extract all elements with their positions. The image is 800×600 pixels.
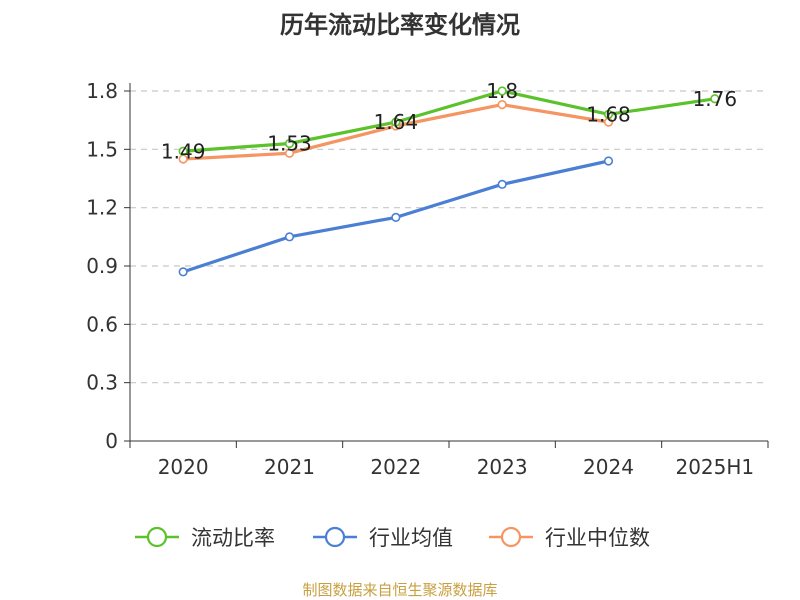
y-tick-label: 0.9 [86,254,118,278]
legend-label: 行业均值 [369,526,453,550]
x-tick-label: 2020 [158,455,209,479]
x-tick-label: 2021 [264,455,315,479]
data-label: 1.76 [693,87,738,111]
grid-lines [130,90,768,384]
data-point [497,100,507,110]
x-tick-label: 2023 [477,455,528,479]
legend-marker [500,526,522,548]
data-point [178,267,188,277]
data-label: 1.8 [486,79,518,103]
data-label: 1.68 [586,102,631,126]
data-point [391,212,401,222]
y-tick-label: 1.2 [86,196,118,220]
axes [124,83,769,448]
legend-label: 流动比率 [191,526,275,550]
data-label: 1.64 [374,110,419,134]
y-tick-label: 0.3 [86,371,118,395]
data-label: 1.53 [267,132,312,156]
data-point [178,146,188,156]
series-lines [182,89,716,274]
series-points [178,86,720,277]
series-line-0 [183,89,716,153]
x-tick-label: 2025H1 [675,455,754,479]
legend-label: 行业中位数 [545,526,650,550]
data-point [603,156,614,166]
data-point [603,109,614,119]
x-tick-label: 2024 [583,455,634,479]
y-axis-tick-labels: 0 0.3 0.6 0.9 1.2 1.5 1.8 [86,79,118,453]
y-tick-label: 0.6 [86,312,118,336]
data-point [284,232,295,242]
legend-marker [146,526,168,548]
legend-marker [324,526,346,548]
data-point [284,138,295,149]
data-point [710,94,720,104]
data-point [391,117,401,127]
chart-title: 历年流动比率变化情况 [280,11,520,39]
y-tick-label: 1.8 [86,79,118,103]
source-note: 制图数据来自恒生聚源数据库 [302,581,497,599]
data-point [497,86,507,96]
data-label: 1.49 [161,139,206,163]
x-axis-tick-labels: 2020 2021 2022 2023 2024 2025H1 [158,455,754,479]
data-point [497,179,507,189]
legend: 流动比率 行业均值 行业中位数 [135,526,650,550]
data-labels: 1.49 1.53 1.64 1.8 1.68 1.76 [161,79,737,163]
y-tick-label: 0 [105,429,118,453]
y-tick-label: 1.5 [86,137,118,161]
data-point [284,148,295,158]
x-tick-label: 2022 [370,455,421,479]
